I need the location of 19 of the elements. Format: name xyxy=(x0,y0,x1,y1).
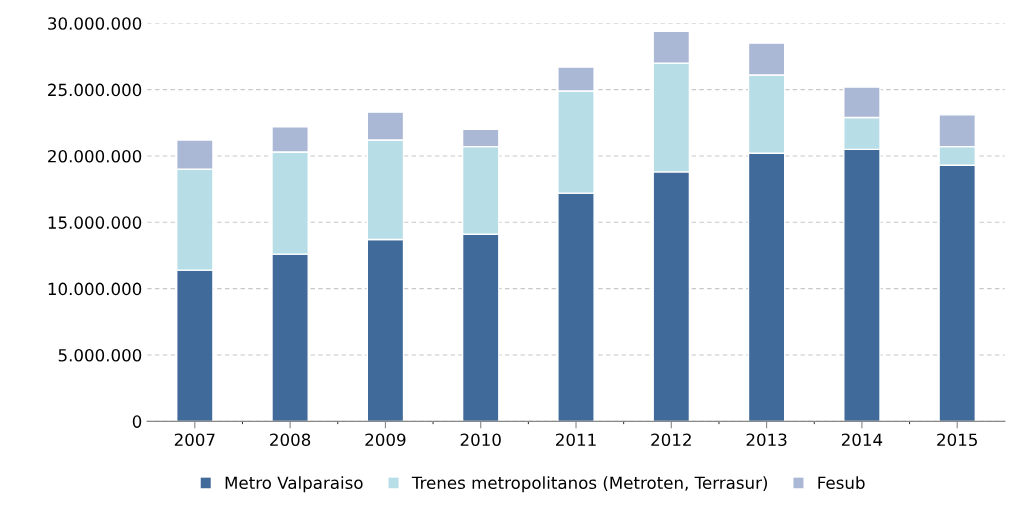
y-tick-label: 5.000.000 xyxy=(58,348,142,362)
y-tick-label: 10.000.000 xyxy=(48,282,142,296)
legend-label: Metro Valparaiso xyxy=(225,476,363,493)
y-tick-label: 20.000.000 xyxy=(48,149,142,163)
y-tick-label: 0 xyxy=(132,415,142,428)
y-tick-label: 15.000.000 xyxy=(48,216,142,229)
x-tick-label: 2013 xyxy=(746,433,787,447)
x-tick-label: 2009 xyxy=(365,433,406,447)
x-tick-label: 2012 xyxy=(651,433,691,447)
x-tick-label: 2007 xyxy=(174,433,215,447)
x-tick-label: 2011 xyxy=(556,433,596,447)
y-tick-label: 30.000.000 xyxy=(48,17,142,30)
legend-label: Fesub xyxy=(818,476,865,490)
x-tick-label: 2014 xyxy=(841,433,883,447)
x-tick-label: 2008 xyxy=(270,433,311,447)
x-tick-label: 2010 xyxy=(460,433,501,447)
x-tick-label: 2015 xyxy=(937,433,977,447)
legend-label: Trenes metropolitanos (Metroten, Terrasur) xyxy=(411,476,768,493)
y-tick-label: 25.000.000 xyxy=(48,83,142,97)
